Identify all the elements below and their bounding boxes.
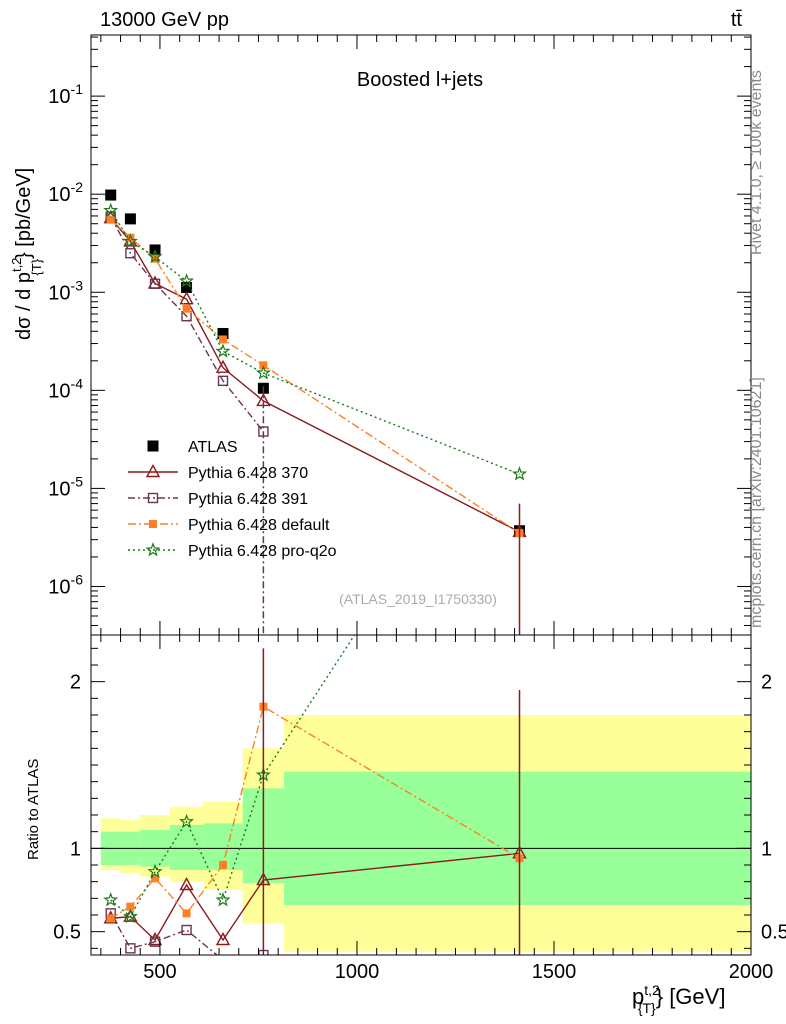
ratio-point-pythia-6-428-default-2 — [151, 874, 160, 883]
legend-label-atlas: ATLAS — [188, 439, 238, 456]
ytick-label-3: 10-3 — [48, 277, 83, 304]
ratio-ytick-label-right-1: 1 — [761, 838, 772, 860]
ytick-label-0: 10-6 — [48, 571, 83, 598]
legend-label-pythia-6-428-370: Pythia 6.428 370 — [188, 465, 308, 482]
ytick-label-2: 10-4 — [48, 375, 83, 402]
legend-marker-pythia-6-428-391 — [147, 492, 159, 504]
side-label-rivet: Rivet 4.1.0, ≥ 100k events — [748, 70, 765, 255]
watermark: (ATLAS_2019_I1750330) — [339, 591, 497, 607]
ratio-point-pythia-6-428-pro-q2o-6 — [514, 376, 526, 387]
ratio-point-pythia-6-428-391-4 — [217, 954, 229, 955]
ratio-ytick-label-2: 2 — [70, 672, 81, 694]
header-right: tt̄ — [731, 9, 743, 31]
legend-label-pythia-6-428-391: Pythia 6.428 391 — [188, 491, 308, 508]
point-pythia-6-428-pro-q2o-4 — [215, 343, 231, 358]
band-inner-6 — [284, 771, 751, 905]
point-pythia-6-428-391-4 — [217, 375, 229, 387]
ratio-point-pythia-6-428-default-4 — [219, 861, 227, 869]
legend-marker-pythia-6-428-370 — [145, 464, 161, 478]
legend-marker-atlas — [147, 440, 159, 452]
ratio-point-pythia-6-428-391-3 — [181, 924, 192, 936]
ratio-point-pythia-6-428-pro-q2o-1 — [122, 908, 138, 924]
ratio-point-pythia-6-428-pro-q2o-2 — [147, 863, 163, 879]
ratio-point-pythia-6-428-pro-q2o-4 — [215, 892, 231, 907]
ratio-line-pythia-6-428-pro-q2o — [110, 635, 356, 918]
ratio-point-pythia-6-428-default-3 — [182, 909, 191, 918]
point-pythia-6-428-default-0 — [106, 215, 115, 224]
ratio-ytick-label-0: 0.5 — [53, 922, 81, 944]
point-atlas-3 — [181, 281, 193, 293]
point-atlas-4 — [217, 327, 229, 339]
legend-marker-pythia-6-428-default — [149, 520, 157, 528]
ratio-point-pythia-6-428-370-1 — [123, 908, 138, 922]
point-pythia-6-428-391-1 — [125, 248, 136, 259]
point-pythia-6-428-370-4 — [215, 359, 231, 373]
point-pythia-6-428-default-1 — [126, 233, 135, 242]
band-inner-3 — [169, 825, 204, 870]
xtick-label-2: 1500 — [532, 961, 577, 983]
ratio-point-pythia-6-428-391-1 — [125, 943, 136, 954]
point-pythia-6-428-pro-q2o-0 — [103, 202, 119, 217]
ratio-line-pythia-6-428-391 — [110, 912, 264, 955]
point-pythia-6-428-pro-q2o-6 — [511, 466, 528, 481]
point-atlas-0 — [105, 189, 117, 201]
legend-label-pythia-6-428-default: Pythia 6.428 default — [188, 517, 330, 534]
point-pythia-6-428-default-3 — [182, 304, 191, 313]
ratio-point-pythia-6-428-370-4 — [215, 932, 231, 946]
ratio-ytick-label-right-2: 2 — [761, 672, 772, 694]
y-axis-label-top: dσ / d pt,2 {T}} [pb/GeV] — [9, 168, 44, 340]
ytick-label-5: 10-1 — [48, 81, 83, 108]
y-axis-label-ratio: Ratio to ATLAS — [25, 759, 42, 860]
x-axis-label: pt,2 {T}} [GeV] — [632, 982, 725, 1016]
series-line-pythia-6-428-370 — [110, 217, 520, 533]
point-pythia-6-428-pro-q2o-2 — [147, 248, 163, 264]
top-panel-data — [103, 189, 528, 635]
point-pythia-6-428-pro-q2o-1 — [122, 233, 138, 248]
series-line-pythia-6-428-default — [110, 219, 520, 534]
ytick-label-1: 10-5 — [48, 473, 83, 500]
ratio-point-pythia-6-428-370-3 — [179, 877, 194, 891]
point-pythia-6-428-pro-q2o-3 — [179, 273, 195, 288]
ratio-panel-frame — [90, 634, 752, 956]
series-line-pythia-6-428-391 — [110, 216, 264, 432]
ratio-point-pythia-6-428-370-2 — [147, 932, 163, 946]
ratio-point-pythia-6-428-pro-q2o-0 — [103, 892, 119, 907]
ratio-point-pythia-6-428-pro-q2o-3 — [179, 813, 195, 829]
series-line-pythia-6-428-pro-q2o — [110, 210, 520, 475]
legend-marker-pythia-6-428-pro-q2o — [145, 542, 161, 557]
point-pythia-6-428-default-2 — [151, 254, 160, 263]
point-pythia-6-428-default-4 — [219, 335, 227, 344]
ratio-point-pythia-6-428-default-1 — [126, 902, 135, 911]
ratio-ytick-label-right-0: 0.5 — [761, 922, 786, 944]
header-left: 13000 GeV pp — [100, 9, 229, 31]
point-pythia-6-428-pro-q2o-5 — [255, 365, 271, 380]
xtick-label-1: 1000 — [335, 961, 380, 983]
legend-label-pythia-6-428-pro-q2o: Pythia 6.428 pro-q2o — [188, 543, 337, 560]
ratio-ytick-label-1: 1 — [70, 838, 81, 860]
xtick-label-3: 2000 — [729, 961, 774, 983]
ytick-label-4: 10-2 — [48, 179, 83, 206]
plot-title: Boosted l+jets — [357, 69, 483, 91]
point-pythia-6-428-370-3 — [179, 291, 194, 305]
point-pythia-6-428-391-2 — [149, 278, 161, 289]
side-label-mcplots: mcplots.cern.ch [arXiv:2401.10621] — [748, 377, 765, 628]
point-atlas-1 — [124, 213, 136, 225]
legend: ATLAS Pythia 6.428 370 Pythia 6.428 391 Pyt… — [128, 439, 337, 560]
ratio-point-pythia-6-428-default-0 — [106, 914, 115, 923]
xtick-label-0: 500 — [143, 961, 176, 983]
